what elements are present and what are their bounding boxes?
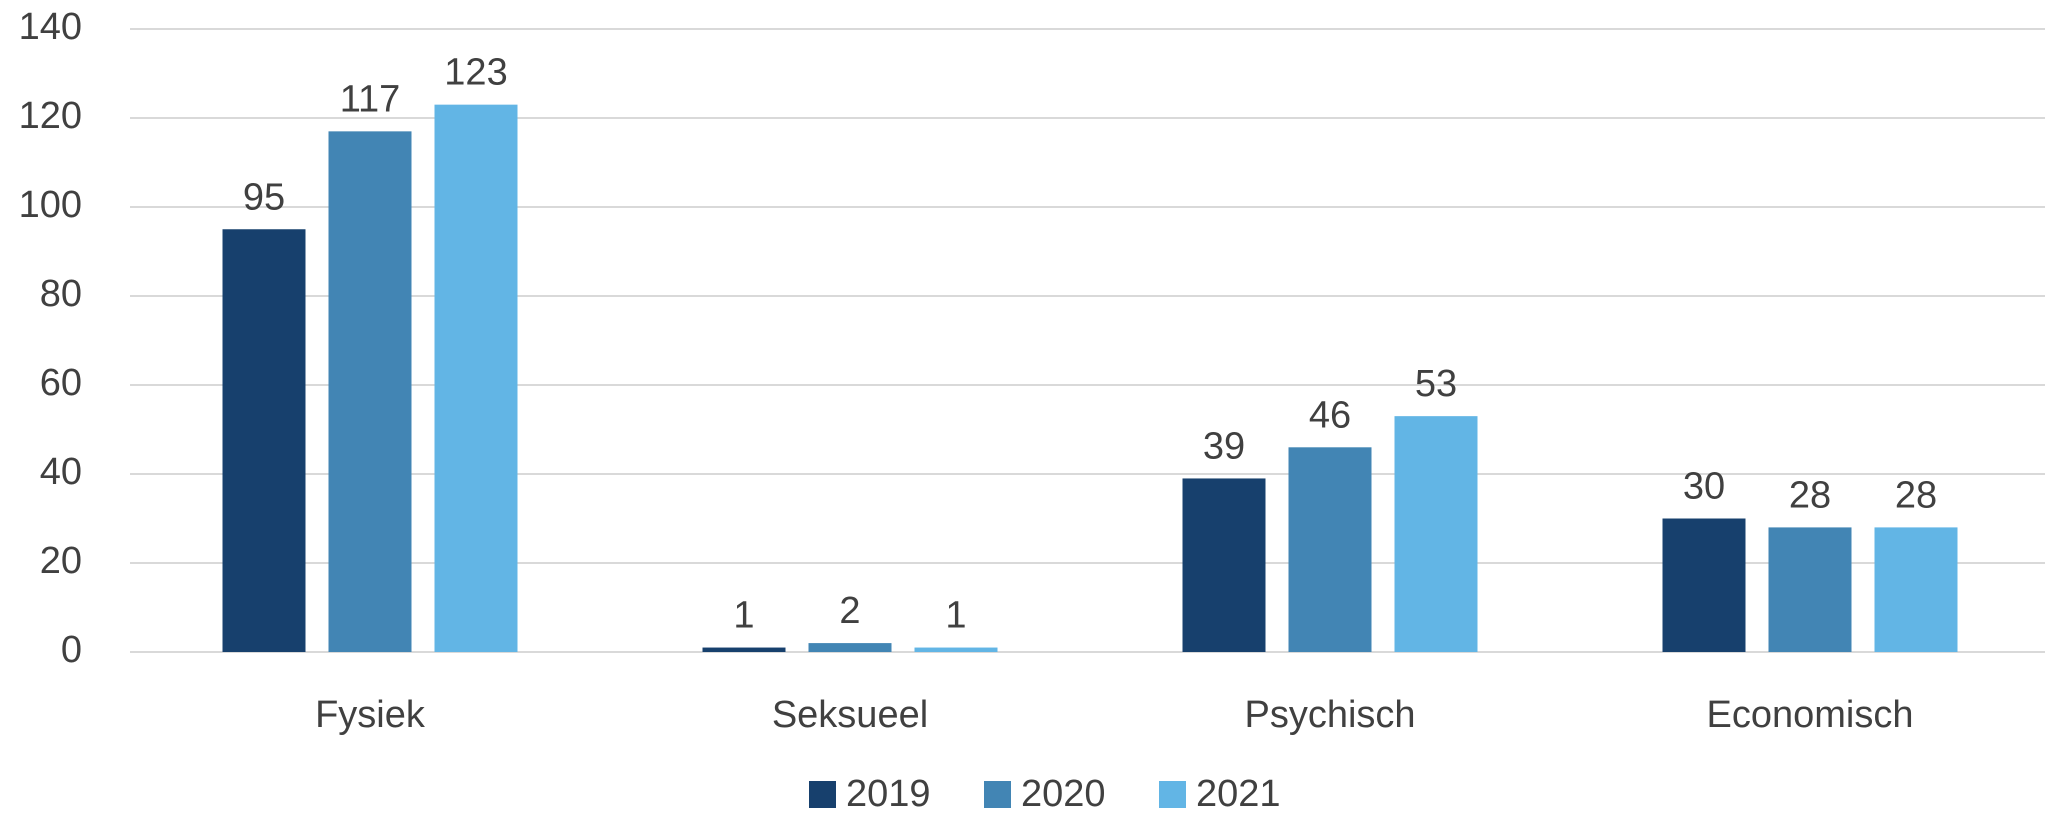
y-tick-label: 100 — [19, 184, 82, 226]
x-tick-label: Economisch — [1707, 694, 1914, 736]
bar — [1288, 447, 1372, 652]
data-label: 95 — [243, 176, 285, 218]
legend-swatch — [809, 781, 836, 808]
legend-label: 2021 — [1196, 773, 1281, 815]
y-tick-label: 60 — [40, 362, 82, 404]
bar — [434, 104, 518, 652]
bar — [1768, 527, 1852, 652]
bar — [914, 647, 998, 652]
data-label: 1 — [733, 595, 754, 637]
bar — [1394, 416, 1478, 652]
legend-swatch — [1159, 781, 1186, 808]
legend-label: 2020 — [1021, 773, 1106, 815]
data-label: 39 — [1203, 425, 1245, 467]
data-label: 117 — [340, 78, 401, 120]
bar — [808, 643, 892, 652]
legend-swatch — [984, 781, 1011, 808]
data-label: 28 — [1895, 474, 1937, 516]
bar — [1662, 518, 1746, 652]
y-tick-label: 0 — [61, 629, 82, 671]
x-tick-label: Fysiek — [315, 694, 426, 736]
x-tick-label: Psychisch — [1244, 694, 1415, 736]
bar — [1182, 478, 1266, 652]
data-label: 53 — [1415, 363, 1457, 405]
data-label: 1 — [945, 595, 966, 637]
bar — [702, 647, 786, 652]
bar — [328, 131, 412, 653]
y-tick-label: 140 — [19, 6, 82, 48]
y-tick-label: 80 — [40, 273, 82, 315]
x-tick-label: Seksueel — [772, 694, 928, 736]
y-tick-label: 20 — [40, 540, 82, 582]
data-label: 28 — [1789, 474, 1831, 516]
bar — [1874, 527, 1958, 652]
bar — [222, 229, 306, 652]
data-label: 46 — [1309, 394, 1351, 436]
data-label: 30 — [1683, 466, 1725, 508]
y-tick-label: 120 — [19, 95, 82, 137]
data-label: 2 — [839, 590, 860, 632]
legend-label: 2019 — [846, 773, 931, 815]
y-tick-label: 40 — [40, 451, 82, 493]
data-label: 123 — [444, 52, 507, 94]
